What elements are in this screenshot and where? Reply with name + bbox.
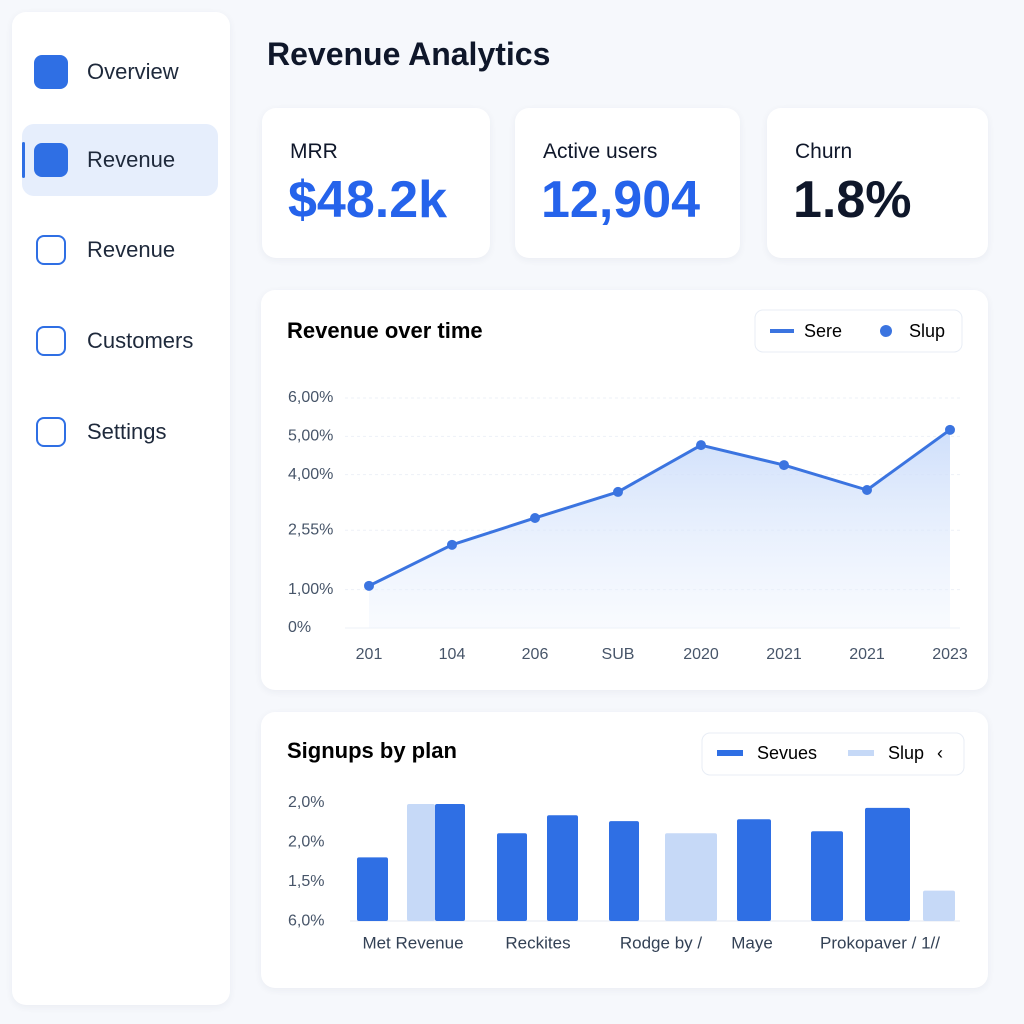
point — [696, 440, 706, 451]
kpi-value: 1.8% — [793, 171, 912, 229]
x-tick-label: Maye — [731, 933, 773, 952]
kpi-label: MRR — [290, 140, 338, 163]
bar — [865, 807, 910, 921]
x-tick-label: 2021 — [766, 646, 802, 663]
y-tick-label: 0% — [288, 619, 311, 636]
y-tick-label: 1,00% — [288, 581, 333, 598]
chart-title: Signups by plan — [287, 738, 457, 763]
page-title: Revenue Analytics — [267, 36, 551, 72]
x-tick-label: 2023 — [932, 646, 968, 663]
bar — [497, 833, 527, 921]
line — [368, 428, 951, 588]
point — [945, 424, 955, 435]
x-tick-label: Prokopaver / 1// — [820, 933, 940, 952]
area — [369, 429, 950, 628]
legend-arrow: ‹ — [937, 743, 943, 763]
nav-item[interactable]: Revenue — [22, 124, 218, 196]
bar — [435, 804, 465, 921]
nav-icon — [34, 55, 68, 89]
point — [779, 460, 789, 471]
kpi-label: Active users — [543, 140, 658, 163]
nav-label: Revenue — [87, 237, 176, 262]
point — [530, 512, 540, 523]
point — [862, 485, 872, 495]
kpi-card: Active users 12,904 — [515, 108, 740, 258]
bar — [665, 833, 717, 921]
nav-label: Customers — [87, 328, 194, 353]
y-tick-label: 2,55% — [288, 521, 333, 538]
x-tick-label: 2021 — [849, 646, 885, 663]
point — [447, 539, 457, 550]
y-tick-label: 2,0% — [288, 834, 324, 851]
legend-label: Sere — [804, 321, 842, 341]
x-tick-label: 206 — [522, 646, 549, 663]
y-tick-label: 6,00% — [288, 389, 333, 406]
bar — [609, 821, 639, 921]
legend-box — [754, 309, 963, 353]
nav-item[interactable]: Overview — [22, 36, 218, 108]
x-tick-label: SUB — [602, 646, 635, 663]
nav-item[interactable]: Customers — [22, 305, 218, 377]
point — [364, 580, 374, 591]
nav-icon — [34, 143, 68, 177]
nav-item[interactable]: Settings — [22, 396, 218, 468]
x-tick-label: Rodge by / — [620, 933, 702, 952]
active-bar — [22, 142, 25, 178]
y-tick-label: 4,00% — [288, 466, 333, 483]
kpi-card: MRR $48.2k — [262, 108, 490, 258]
bar — [357, 857, 388, 921]
bar — [547, 815, 578, 921]
y-tick-label: 5,00% — [288, 428, 333, 445]
x-tick-label: Reckites — [505, 933, 570, 952]
legend-dot — [880, 325, 892, 337]
x-tick-label: 104 — [439, 646, 466, 663]
y-tick-label: 6,0% — [288, 913, 324, 930]
point — [613, 486, 623, 497]
nav-label: Settings — [87, 419, 167, 444]
nav-item[interactable]: Revenue — [22, 214, 218, 286]
nav-icon — [36, 417, 66, 447]
kpi-card: Churn 1.8% — [767, 108, 988, 258]
legend-label: Slup — [888, 743, 924, 763]
y-tick-label: 2,0% — [288, 794, 324, 811]
legend-label: Sevues — [757, 743, 817, 763]
kpi-value: $48.2k — [288, 171, 448, 229]
y-tick-label: 1,5% — [288, 873, 324, 890]
chart-title: Revenue over time — [287, 318, 483, 343]
bar — [407, 804, 435, 921]
bar — [737, 819, 771, 921]
legend-label: Slup — [909, 321, 945, 341]
nav-icon — [36, 326, 66, 356]
nav-label: Revenue — [87, 147, 176, 172]
x-tick-label: Met Revenue — [362, 933, 463, 952]
nav-label: Overview — [87, 59, 179, 84]
bar — [811, 831, 843, 921]
legend-box — [701, 732, 965, 776]
x-tick-label: 201 — [356, 646, 383, 663]
kpi-value: 12,904 — [541, 171, 701, 229]
kpi-label: Churn — [795, 140, 853, 163]
x-tick-label: 2020 — [683, 646, 719, 663]
nav-icon — [36, 235, 66, 265]
bar — [923, 890, 955, 921]
